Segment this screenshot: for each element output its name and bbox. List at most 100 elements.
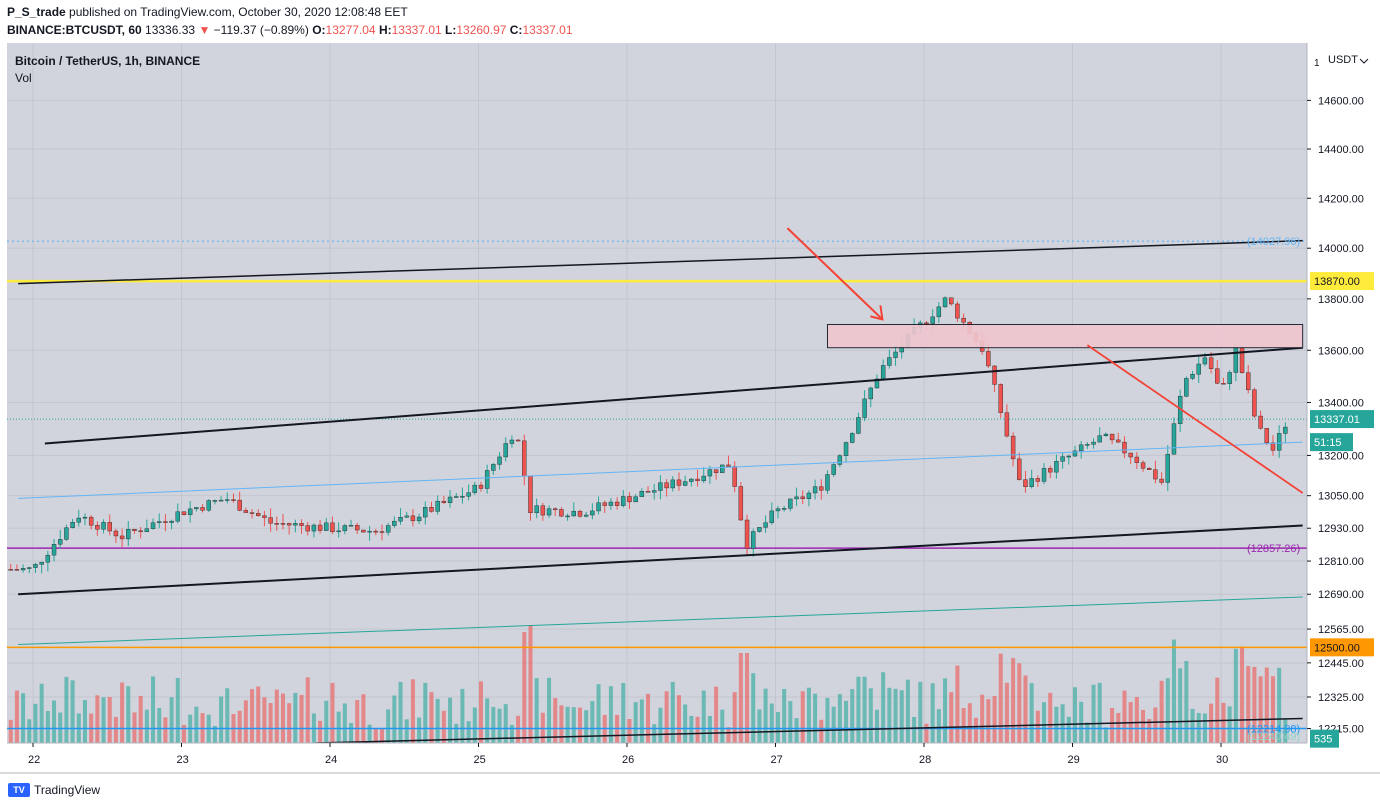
candle-body xyxy=(658,482,663,491)
volume-bar xyxy=(299,694,304,743)
candle-body xyxy=(20,568,26,571)
candle-body xyxy=(515,439,521,442)
volume-bar xyxy=(1122,690,1127,743)
candle-body xyxy=(1140,462,1146,469)
candle-body xyxy=(1017,458,1022,480)
high-label: H: xyxy=(378,23,392,37)
candle-body xyxy=(720,464,725,473)
candle-body xyxy=(491,464,496,471)
candle-body xyxy=(559,509,564,517)
volume-legend: Vol xyxy=(15,71,32,85)
candle-body xyxy=(1054,461,1059,473)
candle-body xyxy=(355,525,360,531)
volume-bar xyxy=(1079,701,1084,743)
candle-body xyxy=(503,443,508,458)
price-label-text: (14027.96) xyxy=(1247,236,1300,248)
candle-body xyxy=(497,456,502,465)
volume-bar xyxy=(547,677,552,743)
volume-bar xyxy=(398,681,403,743)
volume-bar xyxy=(695,716,700,743)
time-axis[interactable]: 22 23 24 25 26 27 28 29 30 xyxy=(0,742,1380,774)
price-tick-label: 14400.00 xyxy=(1318,144,1364,156)
volume-bar xyxy=(330,682,335,743)
candle-body xyxy=(187,508,193,515)
candle-body xyxy=(1078,444,1084,452)
publisher-name[interactable]: P_S_trade xyxy=(7,5,66,19)
currency-label: USDT xyxy=(1328,54,1358,66)
candle-body xyxy=(218,499,224,502)
candle-body xyxy=(410,515,416,522)
volume-bar xyxy=(608,686,613,743)
volume-bar xyxy=(144,709,149,743)
price-label-box xyxy=(1310,638,1374,657)
candle-body xyxy=(392,520,397,526)
candle-body xyxy=(348,525,354,527)
candle-body xyxy=(1023,479,1028,487)
candle-body xyxy=(645,491,651,493)
candle-body xyxy=(627,496,632,503)
price-axis[interactable]: USDT 1 14600.00 14400.00 14200.00 14000.00 138… xyxy=(1306,43,1380,743)
candle-body xyxy=(126,528,131,540)
candle-body xyxy=(825,474,830,491)
volume-bar xyxy=(448,697,453,743)
volume-bar xyxy=(1246,666,1251,743)
candle-body xyxy=(454,496,459,498)
candle-body xyxy=(1060,456,1065,462)
candle-body xyxy=(144,528,150,533)
time-tick-label: 22 xyxy=(28,754,40,766)
candle-body xyxy=(1134,456,1140,463)
publish-info: P_S_trade published on TradingView.com, … xyxy=(7,5,408,19)
volume-bar xyxy=(392,695,397,743)
price-label-text: 535 xyxy=(1314,734,1332,746)
candle-body xyxy=(1010,435,1016,460)
tradingview-logo[interactable]: TV TradingView xyxy=(8,783,100,797)
candle-body xyxy=(1283,426,1288,434)
candle-body xyxy=(528,476,533,514)
volume-bar xyxy=(676,695,681,743)
volume-bar xyxy=(998,653,1003,743)
time-tick-label: 28 xyxy=(919,754,931,766)
candle-body xyxy=(1147,468,1152,470)
volume-bar xyxy=(1035,710,1040,743)
low-value: 13260.97 xyxy=(456,23,507,37)
candle-body xyxy=(212,500,218,502)
candle-body xyxy=(577,510,583,517)
volume-bar xyxy=(664,691,669,743)
time-tick-label: 25 xyxy=(474,754,486,766)
plot-area[interactable] xyxy=(7,43,1307,743)
volume-bar xyxy=(707,715,712,743)
volume-bar xyxy=(844,700,849,743)
volume-bar xyxy=(318,720,323,743)
candle-body xyxy=(670,479,675,489)
candle-body xyxy=(633,496,638,503)
candle-body xyxy=(522,440,527,477)
volume-bar xyxy=(1110,707,1115,743)
candle-body xyxy=(324,522,329,531)
candle-body xyxy=(1270,442,1276,451)
volume-bar xyxy=(342,703,347,743)
candle-body xyxy=(113,530,119,537)
candle-body xyxy=(1221,383,1226,385)
candle-body xyxy=(1109,433,1115,441)
time-tick-label: 27 xyxy=(771,754,783,766)
volume-bar xyxy=(1171,639,1176,743)
volume-bar xyxy=(701,690,706,743)
candle-body xyxy=(293,523,298,526)
candle-body xyxy=(51,544,57,556)
candle-body xyxy=(404,515,409,518)
candle-body xyxy=(1122,441,1127,454)
volume-bar xyxy=(336,711,341,743)
volume-bar xyxy=(775,711,780,743)
candle-body xyxy=(1035,478,1041,482)
volume-bar xyxy=(268,703,273,743)
candle-body xyxy=(874,378,880,389)
price-label-box xyxy=(1310,410,1374,429)
candle-body xyxy=(639,491,645,497)
chart-title: Bitcoin / TetherUS, 1h, BINANCE xyxy=(15,54,200,68)
candle-body xyxy=(8,569,13,571)
candle-body xyxy=(701,475,706,482)
candle-body xyxy=(1215,368,1220,384)
candle-body xyxy=(225,499,230,501)
volume-bar xyxy=(1023,675,1028,743)
